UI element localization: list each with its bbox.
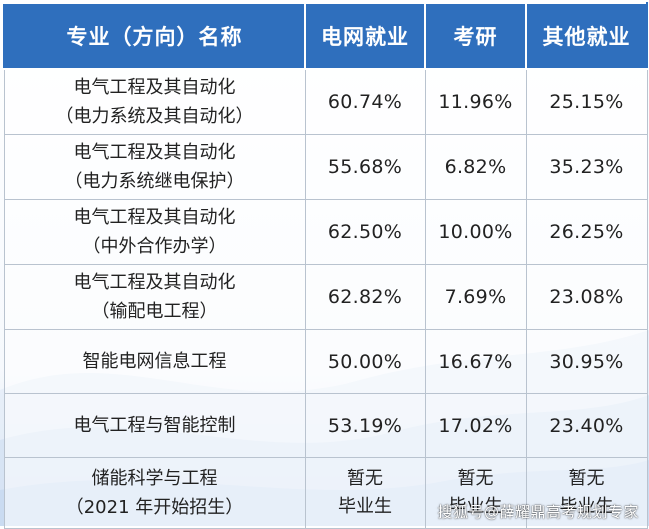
table-row: 电气工程与智能控制 53.19% 17.02% 23.40%: [3, 393, 648, 458]
major-name-cell: 电气工程及其自动化 （中外合作办学）: [3, 199, 306, 265]
no-data-line2: 毕业生: [338, 496, 392, 517]
major-name-line1: 储能科学与工程: [91, 468, 218, 489]
employment-table: 专业（方向）名称 电网就业 考研 其他就业 电气工程及其自动化 （电力系统及其自动…: [3, 2, 648, 529]
major-name-cell: 储能科学与工程 （2021 年开始招生）: [3, 457, 306, 529]
grad-rate-value: 7.69%: [444, 286, 507, 308]
other-rate-value: 25.15%: [549, 91, 624, 113]
other-rate-cell: 30.95%: [525, 329, 648, 394]
table-row: 电气工程及其自动化 （输配电工程） 62.82% 7.69% 23.08%: [3, 264, 648, 330]
header-grid-employment: 电网就业: [304, 2, 426, 70]
major-name-line1: 电气工程与智能控制: [73, 415, 236, 436]
header-postgraduate: 考研: [424, 2, 527, 70]
other-rate-cell: 23.40%: [525, 393, 648, 458]
grid-rate-value: 55.68%: [327, 156, 403, 178]
grid-rate-cell: 55.68%: [304, 134, 426, 200]
major-name-cell: 电气工程及其自动化 （电力系统继电保护）: [3, 134, 306, 200]
grad-rate-value: 17.02%: [438, 414, 513, 437]
major-name-cell: 智能电网信息工程: [3, 329, 306, 394]
major-name-line2: （2021 年开始招生）: [65, 497, 244, 518]
major-name-line1: 电气工程及其自动化: [73, 272, 236, 293]
grad-rate-value: 6.82%: [444, 156, 507, 178]
grad-rate-cell: 16.67%: [424, 329, 527, 394]
header-other-employment: 其他就业: [525, 2, 648, 70]
major-name-line1: 电气工程及其自动化: [73, 207, 236, 228]
grid-rate-value: 62.50%: [327, 221, 403, 243]
other-rate-cell: 暂无 毕业生: [525, 457, 648, 529]
grad-rate-value: 16.67%: [438, 350, 513, 373]
major-name-line2: （电力系统及其自动化）: [55, 106, 254, 127]
grid-rate-cell: 60.74%: [304, 68, 426, 135]
other-rate-value: 23.08%: [549, 286, 624, 308]
table-row: 智能电网信息工程 50.00% 16.67% 30.95%: [3, 329, 648, 394]
table-row: 电气工程及其自动化 （中外合作办学） 62.50% 10.00% 26.25%: [3, 199, 648, 265]
major-name-line2: （输配电工程）: [91, 301, 218, 322]
no-data-line2: 毕业生: [448, 496, 503, 517]
major-name-line1: 电气工程及其自动化: [73, 142, 236, 163]
major-name-cell: 电气工程与智能控制: [3, 393, 306, 458]
table-row: 储能科学与工程 （2021 年开始招生） 暂无毕业生 暂无毕业生 暂无毕业生: [3, 457, 648, 529]
major-name-line2: （电力系统继电保护）: [64, 171, 245, 192]
other-rate-cell: 23.08%: [525, 264, 648, 330]
grad-rate-value: 11.96%: [438, 91, 513, 113]
grid-rate-value: 53.19%: [327, 414, 403, 437]
grad-rate-value: 10.00%: [438, 221, 513, 243]
grad-rate-cell: 暂无 毕业生: [424, 457, 527, 529]
other-rate-value: 23.40%: [549, 414, 624, 437]
grad-rate-cell: 11.96%: [424, 68, 527, 135]
other-rate-cell: 25.15%: [525, 68, 648, 135]
grad-rate-cell: 6.82%: [424, 134, 527, 200]
major-name-line2: （中外合作办学）: [82, 236, 227, 257]
no-data-line1: 暂无: [347, 468, 383, 489]
grid-rate-cell: 62.50%: [304, 199, 426, 265]
grad-rate-cell: 17.02%: [424, 393, 527, 458]
grad-rate-cell: 10.00%: [424, 199, 527, 265]
major-name-cell: 电气工程及其自动化 （输配电工程）: [3, 264, 306, 330]
table-row: 电气工程及其自动化 （电力系统继电保护） 55.68% 6.82% 35.23%: [3, 134, 648, 200]
major-name-line1: 智能电网信息工程: [82, 351, 227, 372]
no-data-line2: 毕业生: [559, 496, 614, 517]
no-data-line1: 暂无: [568, 468, 605, 489]
other-rate-cell: 26.25%: [525, 199, 648, 265]
header-major-name: 专业（方向）名称: [3, 2, 306, 70]
grid-rate-value: 50.00%: [327, 350, 403, 373]
watermark: 搜狐号@薛耀鼎高考规划专家: [437, 503, 639, 521]
grid-rate-cell: 暂无 毕业生: [304, 457, 426, 529]
table-row: 电气工程及其自动化 （电力系统及其自动化） 60.74% 11.96% 25.15…: [3, 68, 648, 135]
other-rate-value: 26.25%: [549, 221, 624, 243]
major-name-line1: 电气工程及其自动化: [73, 77, 236, 98]
other-rate-cell: 35.23%: [525, 134, 648, 200]
table-header-row: 专业（方向）名称 电网就业 考研 其他就业: [3, 2, 648, 70]
major-name-cell: 电气工程及其自动化 （电力系统及其自动化）: [3, 68, 306, 135]
grid-rate-cell: 62.82%: [304, 264, 426, 330]
no-data-line1: 暂无: [457, 468, 494, 489]
other-rate-value: 30.95%: [549, 350, 624, 373]
other-rate-value: 35.23%: [549, 156, 624, 178]
grid-rate-cell: 50.00%: [304, 329, 426, 394]
grad-rate-cell: 7.69%: [424, 264, 527, 330]
grid-rate-value: 60.74%: [327, 91, 403, 113]
grid-rate-value: 62.82%: [327, 286, 403, 308]
grid-rate-cell: 53.19%: [304, 393, 426, 458]
